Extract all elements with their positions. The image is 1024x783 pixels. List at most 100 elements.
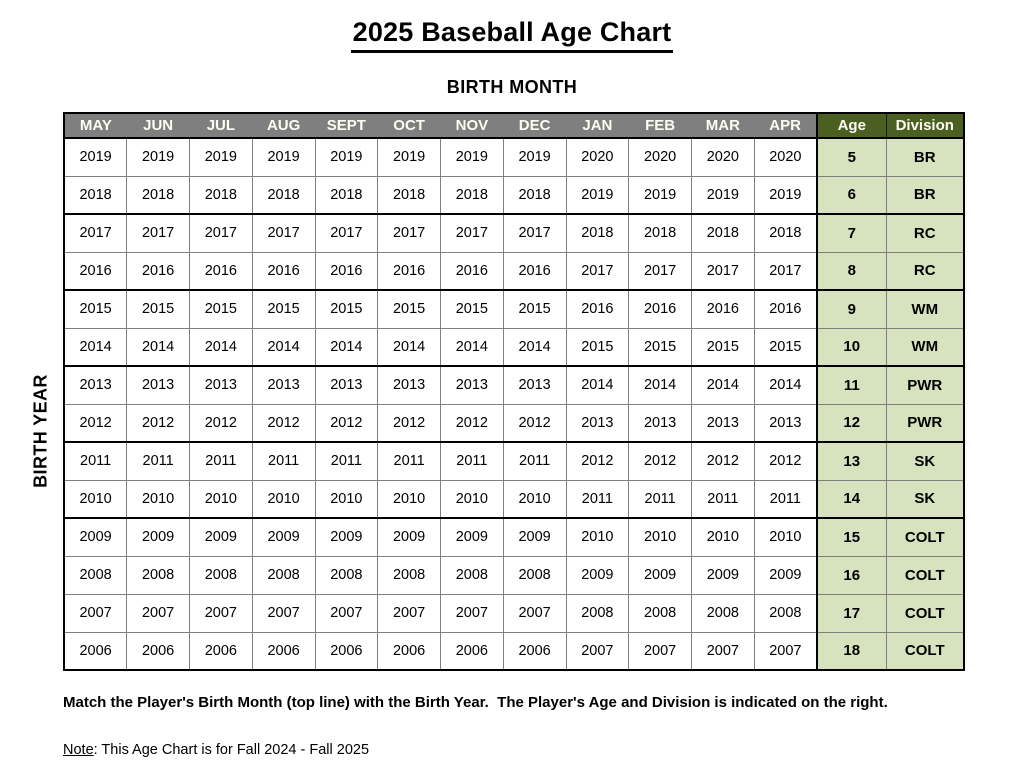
birth-year-cell: 2017	[691, 251, 755, 291]
table-row: 2014 2014 2014 2014 2014 2014 2014 2014 2015 2015…	[63, 327, 965, 367]
birth-year-cell: 2013	[377, 365, 441, 405]
birth-year-cell: 2009	[251, 517, 316, 557]
birth-year-cell: 2019	[691, 175, 755, 215]
table-row: 2017 2017 2017 2017 2017 2017 2017 2017 2018 2018…	[63, 213, 965, 253]
division-cell: RC	[885, 251, 965, 291]
table-row: 2018 2018 2018 2018 2018 2018 2018 2018 2019 2019…	[63, 175, 965, 215]
table-row: 2007 2007 2007 2007 2007 2007 2007 2007 2008 2008…	[63, 593, 965, 633]
page-title: 2025 Baseball Age Chart	[0, 17, 1024, 53]
birth-year-cell: 2017	[628, 251, 692, 291]
birth-year-cell: 2016	[377, 251, 441, 291]
birth-year-cell: 2007	[753, 631, 818, 671]
birth-year-cell: 2010	[440, 479, 504, 519]
birth-year-cell: 2014	[189, 327, 253, 367]
month-header: AUG	[252, 113, 315, 139]
month-header: OCT	[377, 113, 441, 139]
birth-year-cell: 2011	[565, 479, 630, 519]
birth-year-cell: 2011	[314, 441, 379, 481]
birth-year-cell: 2019	[314, 137, 379, 177]
birth-year-cell: 2013	[691, 403, 755, 443]
birth-year-cell: 2010	[691, 517, 755, 557]
birth-year-cell: 2016	[565, 289, 630, 329]
birth-year-cell: 2012	[691, 441, 755, 481]
division-cell: BR	[885, 175, 965, 215]
division-cell: RC	[885, 213, 965, 253]
birth-year-cell: 2019	[126, 137, 190, 177]
birth-year-cell: 2013	[628, 403, 692, 443]
birth-year-cell: 2009	[753, 555, 818, 595]
birth-year-cell: 2011	[126, 441, 190, 481]
age-cell: 11	[816, 365, 887, 405]
birth-year-cell: 2015	[377, 289, 441, 329]
birth-year-cell: 2013	[314, 365, 379, 405]
age-cell: 10	[816, 327, 887, 367]
birth-year-cell: 2010	[251, 479, 316, 519]
birth-year-cell: 2007	[126, 593, 190, 633]
age-cell: 7	[816, 213, 887, 253]
division-cell: COLT	[885, 555, 965, 595]
birth-year-cell: 2006	[440, 631, 504, 671]
table-row: 2009 2009 2009 2009 2009 2009 2009 2009 2010 2010…	[63, 517, 965, 557]
birth-year-cell: 2015	[440, 289, 504, 329]
age-cell: 13	[816, 441, 887, 481]
division-cell: COLT	[885, 593, 965, 633]
birth-year-cell: 2006	[189, 631, 253, 671]
birth-year-cell: 2010	[565, 517, 630, 557]
birth-year-cell: 2017	[314, 213, 379, 253]
birth-year-cell: 2016	[753, 289, 818, 329]
birth-year-cell: 2008	[251, 555, 316, 595]
birth-year-cell: 2008	[691, 593, 755, 633]
birth-year-cell: 2017	[126, 213, 190, 253]
birth-year-cell: 2018	[753, 213, 818, 253]
birth-year-cell: 2014	[628, 365, 692, 405]
birth-year-axis-label: BIRTH YEAR	[30, 374, 51, 488]
birth-year-cell: 2013	[126, 365, 190, 405]
birth-year-cell: 2016	[628, 289, 692, 329]
birth-year-cell: 2010	[377, 479, 441, 519]
birth-year-cell: 2008	[628, 593, 692, 633]
birth-year-cell: 2017	[440, 213, 504, 253]
birth-month-axis-label: BIRTH MONTH	[446, 77, 578, 97]
birth-year-cell: 2015	[126, 289, 190, 329]
birth-year-cell: 2019	[63, 137, 128, 177]
table-row: 2016 2016 2016 2016 2016 2016 2016 2016 2017 2017…	[63, 251, 965, 291]
birth-year-cell: 2012	[314, 403, 379, 443]
birth-year-cell: 2015	[189, 289, 253, 329]
birth-year-cell: 2006	[251, 631, 316, 671]
birth-year-cell: 2006	[377, 631, 441, 671]
birth-year-cell: 2012	[502, 403, 567, 443]
birth-year-cell: 2016	[502, 251, 567, 291]
birth-year-cell: 2019	[377, 137, 441, 177]
birth-year-cell: 2010	[314, 479, 379, 519]
age-cell: 12	[816, 403, 887, 443]
instruction-text: Match the Player's Birth Month (top line…	[63, 694, 888, 711]
birth-year-cell: 2014	[691, 365, 755, 405]
birth-year-cell: 2007	[251, 593, 316, 633]
division-cell: WM	[885, 289, 965, 329]
birth-year-cell: 2006	[126, 631, 190, 671]
birth-year-cell: 2014	[251, 327, 316, 367]
table-header-row: MAY JUN JUL AUG SEPT OCT NOV DEC JAN FEB MAR APR Age…	[64, 113, 964, 139]
age-cell: 6	[816, 175, 887, 215]
birth-year-cell: 2009	[377, 517, 441, 557]
birth-year-cell: 2018	[251, 175, 316, 215]
birth-year-cell: 2020	[753, 137, 818, 177]
birth-year-cell: 2015	[502, 289, 567, 329]
birth-year-cell: 2018	[440, 175, 504, 215]
month-header: JUN	[126, 113, 190, 139]
birth-year-cell: 2016	[126, 251, 190, 291]
birth-year-cell: 2016	[314, 251, 379, 291]
birth-year-cell: 2010	[126, 479, 190, 519]
birth-year-cell: 2009	[440, 517, 504, 557]
birth-year-cell: 2011	[628, 479, 692, 519]
birth-year-cell: 2011	[440, 441, 504, 481]
month-header: JUL	[189, 113, 253, 139]
month-header: SEPT	[315, 113, 378, 139]
birth-year-cell: 2015	[63, 289, 128, 329]
birth-year-cell: 2007	[377, 593, 441, 633]
birth-year-cell: 2019	[628, 175, 692, 215]
age-column-header: Age	[816, 113, 886, 139]
birth-year-cell: 2018	[189, 175, 253, 215]
birth-year-cell: 2012	[377, 403, 441, 443]
birth-year-cell: 2007	[314, 593, 379, 633]
